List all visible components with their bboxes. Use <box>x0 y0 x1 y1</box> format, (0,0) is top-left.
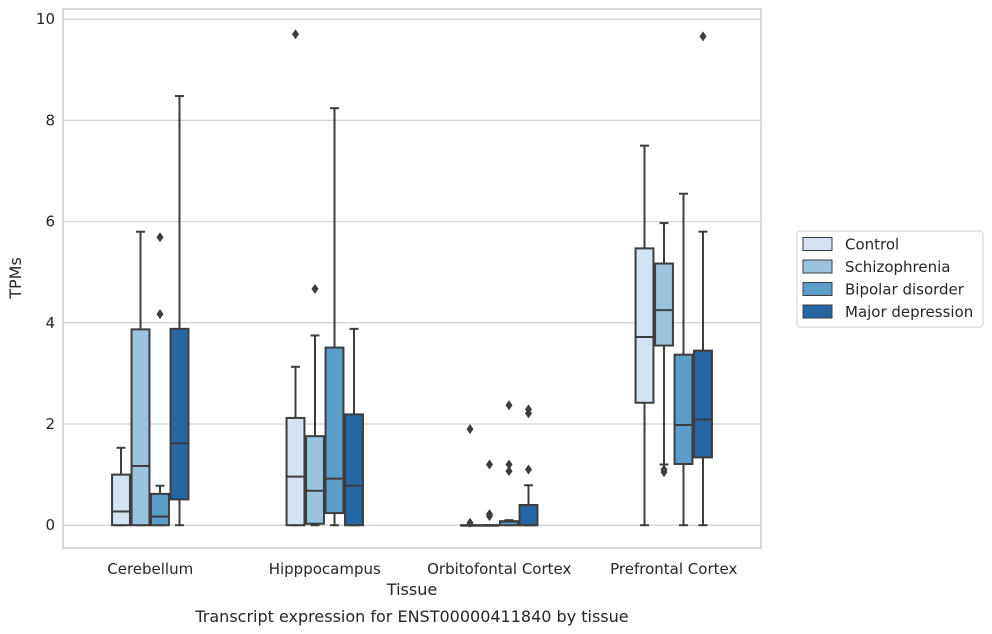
box-body <box>693 349 713 459</box>
box-body <box>344 413 364 527</box>
box-body <box>150 492 170 527</box>
box-schizophrenia <box>130 230 151 527</box>
outlier-point <box>505 466 513 477</box>
legend-label: Control <box>845 236 899 254</box>
legend: Control Schizophrenia Bipolar disorder Majo… <box>796 230 984 328</box>
legend-swatch <box>802 259 833 274</box>
box-body <box>518 503 539 527</box>
outlier-point <box>486 459 493 470</box>
boxes <box>111 29 713 528</box>
box-body <box>285 416 306 527</box>
box-control <box>111 446 131 527</box>
box-major-depression <box>518 404 539 527</box>
outlier-point <box>156 232 164 243</box>
box-control <box>285 29 306 527</box>
outlier-point <box>311 283 319 294</box>
x-axis-label: Tissue <box>386 580 437 599</box>
box-body <box>673 353 694 465</box>
x-tick-label: Cerebellum <box>107 560 193 578</box>
outlier-point <box>156 309 164 320</box>
box-body <box>324 346 345 515</box>
box-bipolar-disorder <box>324 107 345 527</box>
outlier-point <box>466 424 474 435</box>
y-axis-label: TPMs <box>6 257 25 300</box>
box-bipolar-disorder <box>673 192 694 527</box>
x-tick-label: Hipppocampus <box>269 560 381 578</box>
box-schizophrenia <box>305 283 325 527</box>
box-major-depression <box>693 31 713 527</box>
box-bipolar-disorder <box>499 400 519 527</box>
box-bipolar-disorder <box>150 232 170 527</box>
box-control <box>460 424 480 528</box>
y-tick-label: 6 <box>45 213 55 231</box>
x-tick-labels: Cerebellum Hipppocampus Orbitofontal Corte… <box>107 560 737 578</box>
legend-swatch <box>802 304 833 319</box>
box-body <box>169 327 190 501</box>
box-schizophrenia <box>479 459 500 527</box>
box-body <box>111 473 131 527</box>
box-control <box>634 144 655 527</box>
y-tick-label: 0 <box>45 516 55 534</box>
outlier-point <box>505 459 513 470</box>
legend-label: Schizophrenia <box>845 258 950 276</box>
outlier-point <box>699 31 707 42</box>
legend-label: Major depression <box>845 303 973 321</box>
y-tick-labels: 0 2 4 6 8 10 <box>36 10 55 534</box>
outlier-point <box>466 517 474 528</box>
outlier-point <box>292 29 299 40</box>
box-body <box>654 262 674 347</box>
x-tick-label: Prefrontal Cortex <box>610 560 737 578</box>
box-schizophrenia <box>654 222 674 478</box>
outlier-point <box>525 404 532 415</box>
y-tick-label: 8 <box>45 111 55 129</box>
legend-frame <box>796 230 984 328</box>
box-major-depression <box>169 95 190 527</box>
outlier-point <box>660 464 668 475</box>
plot-area-frame <box>62 8 762 549</box>
legend-swatch <box>802 237 833 251</box>
legend-swatch <box>802 282 833 296</box>
y-tick-label: 2 <box>45 415 55 433</box>
y-tick-label: 4 <box>45 314 55 332</box>
x-tick-label: Orbitofontal Cortex <box>427 560 571 578</box>
chart-caption: Transcript expression for ENST0000041184… <box>194 607 628 626</box>
box-body <box>130 328 151 527</box>
outlier-point <box>486 509 493 520</box>
box-body <box>305 435 325 525</box>
y-tick-label: 10 <box>36 10 55 28</box>
outlier-point <box>525 464 532 475</box>
box-major-depression <box>344 327 364 527</box>
box-body <box>634 247 655 404</box>
legend-label: Bipolar disorder <box>845 281 965 299</box>
outlier-point <box>505 400 513 411</box>
